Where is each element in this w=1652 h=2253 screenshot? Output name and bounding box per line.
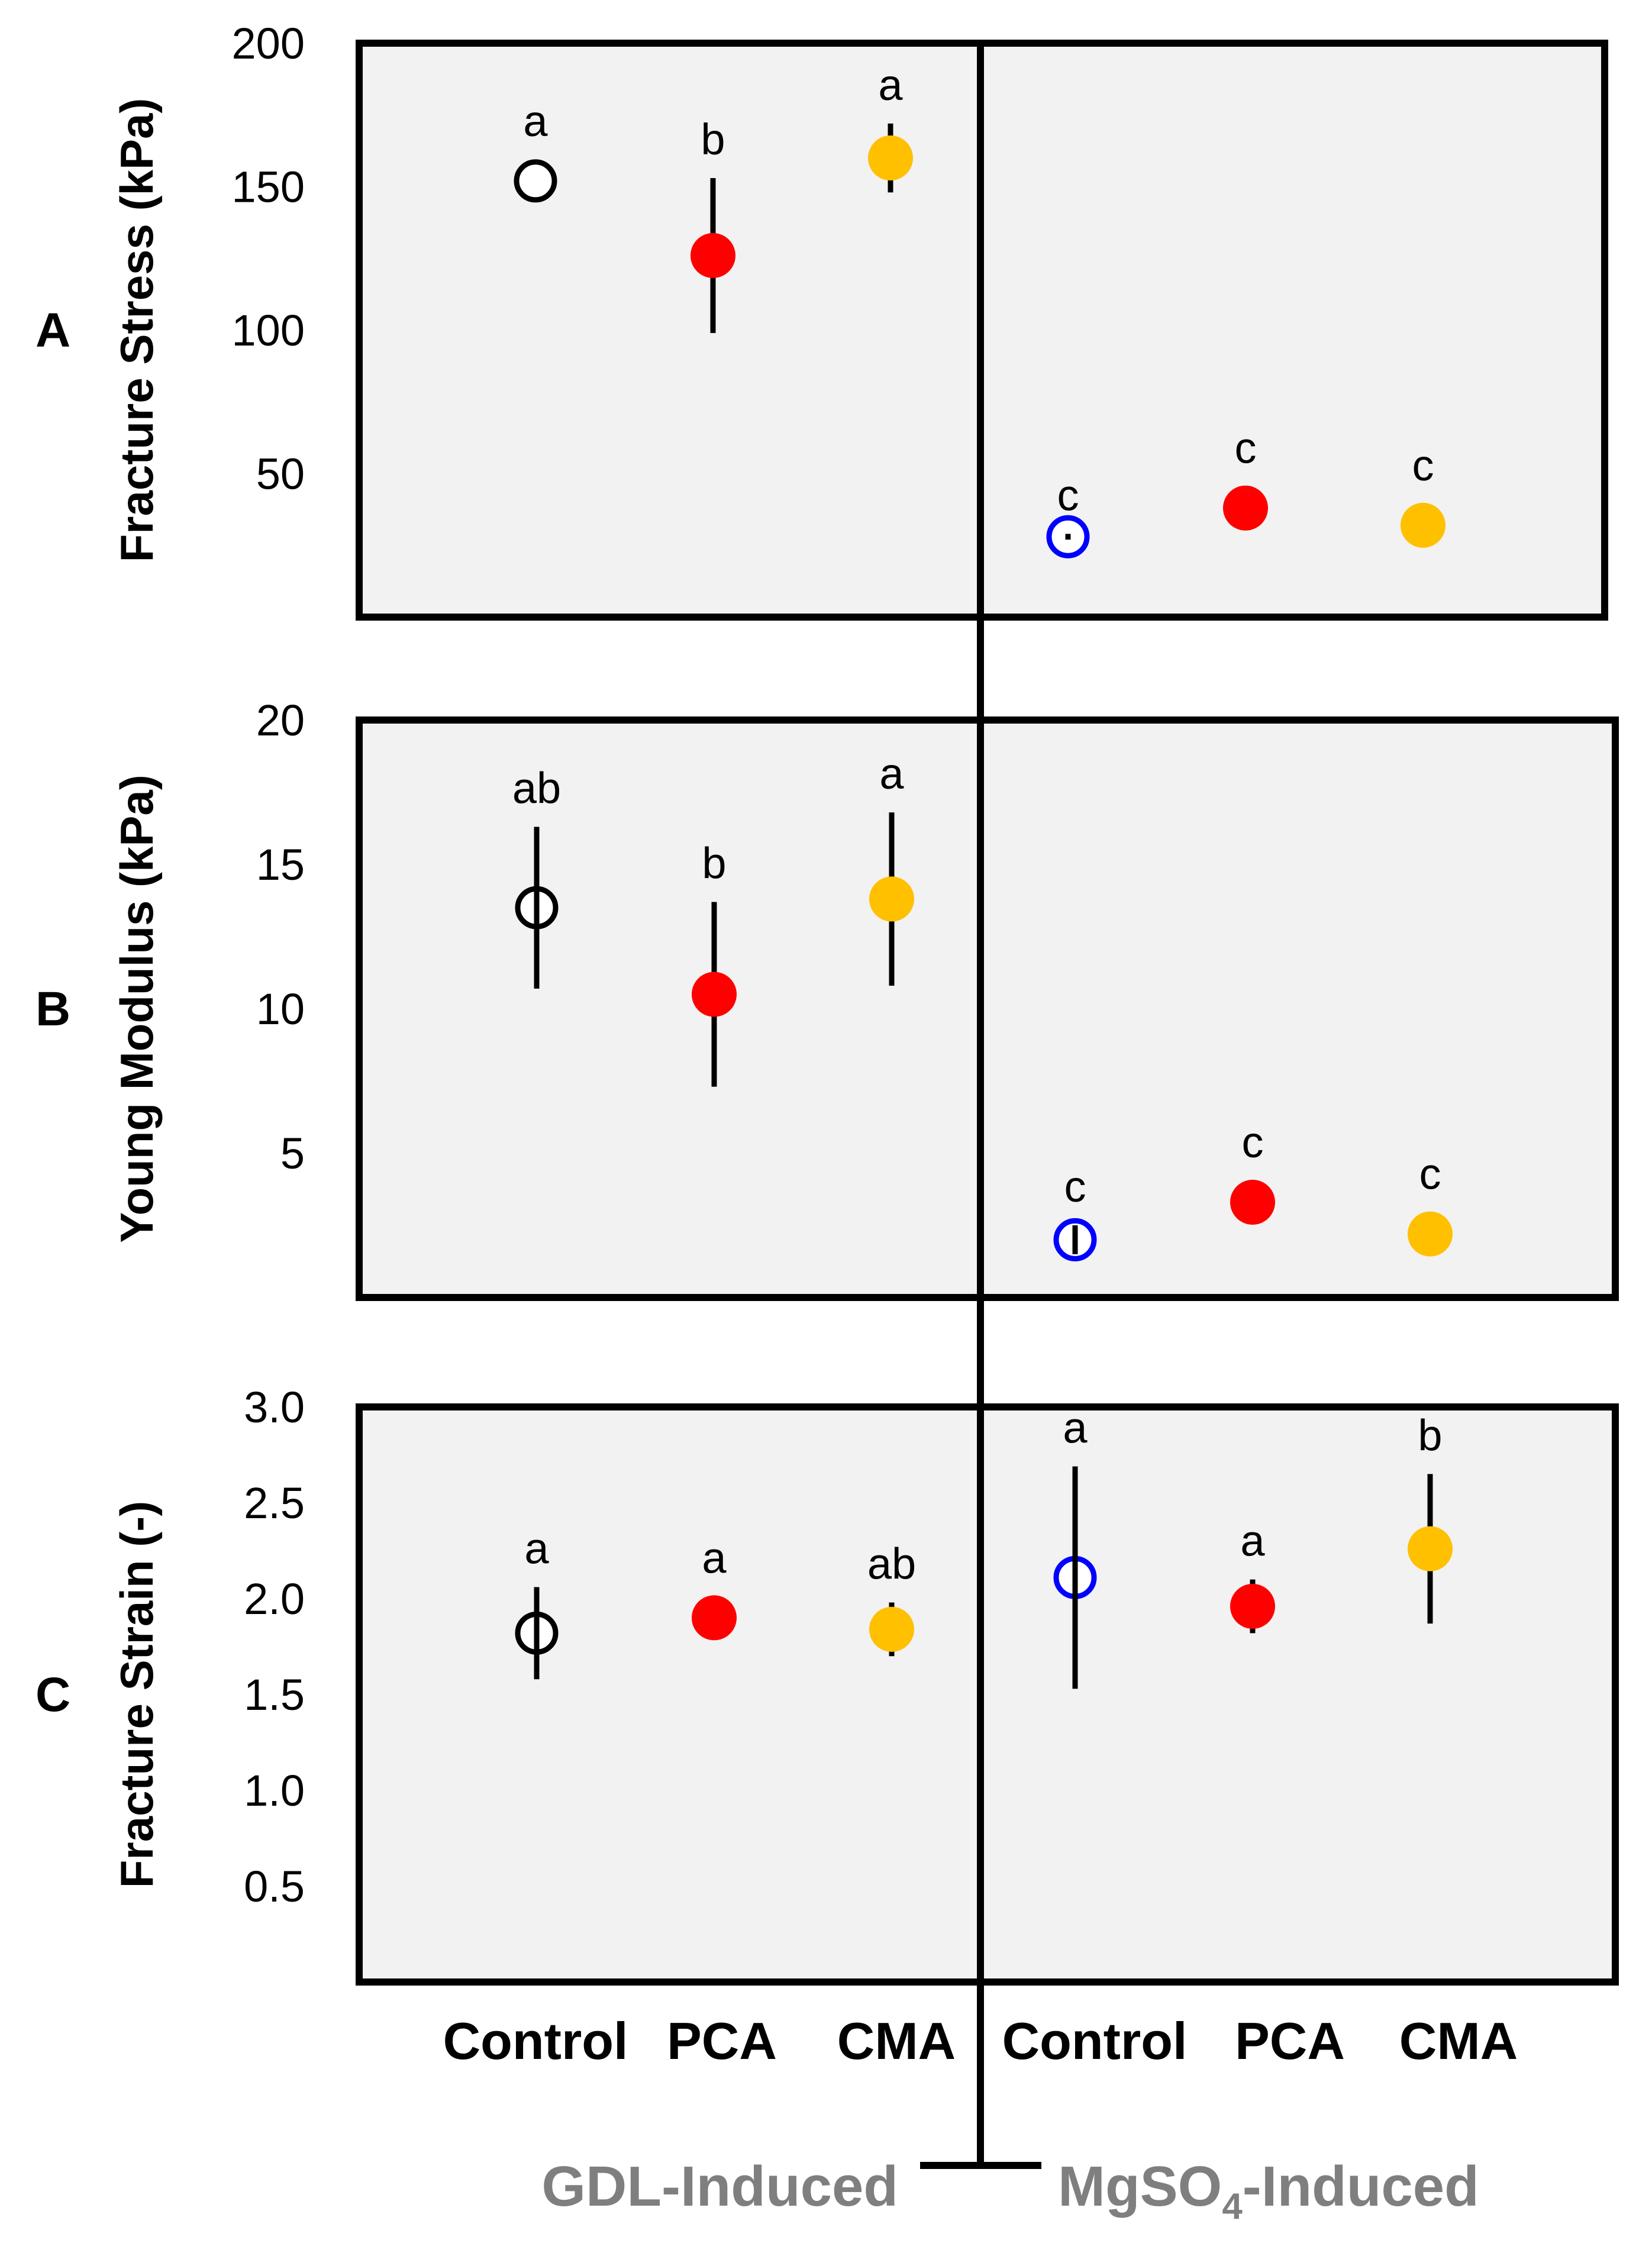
plot-area [356,1403,1619,1986]
y-tick-label: 1.0 [244,1766,305,1815]
y-tick-label: 1.5 [244,1670,305,1719]
plot-area [356,716,1619,1301]
marker-filled [691,233,735,278]
y-axis-label: Fracture Stress (kPa) [111,98,163,563]
data-point: c [1046,470,1090,559]
data-point: c [1223,424,1268,531]
y-tick-label: 10 [256,985,305,1034]
data-point: a [515,1524,559,1680]
category-label: CMA [1399,2012,1518,2070]
data-point: c [1408,1150,1453,1257]
significance-letter: a [879,749,904,798]
significance-letter: a [1063,1403,1088,1452]
y-axis-label: Fracture Strain (-) [111,1501,163,1888]
y-tick-label: 0.5 [244,1862,305,1911]
significance-letter: a [702,1533,727,1582]
data-point: a [1230,1516,1275,1634]
group-label-gdl: GDL-Induced [541,2155,898,2218]
significance-letter: b [701,115,725,164]
marker-filled [1223,485,1268,531]
significance-letter: c [1419,1150,1441,1199]
marker-filled [1408,1211,1453,1257]
marker-filled [1401,502,1446,548]
data-point: a [692,1533,737,1641]
significance-letter: c [1235,424,1257,473]
significance-letter: ab [512,764,561,813]
significance-letter: ab [867,1539,916,1588]
significance-letter: b [1418,1410,1442,1460]
y-tick-label: 200 [232,19,305,68]
panel-letter: C [36,1668,70,1722]
data-point: b [691,115,735,333]
significance-letter: c [1057,470,1079,519]
group-labels: GDL-Induced MgSO4-Induced [541,2155,1479,2227]
data-point: b [1408,1410,1453,1624]
category-labels: Control PCA CMA Control PCA CMA [443,2012,1518,2070]
y-tick-label: 100 [232,306,305,355]
panel-c: C Fracture Strain (-) 0.5 1.0 1.5 2.0 2.5 3.0 a a… [36,1383,1619,1986]
y-tick-label: 5 [280,1129,305,1178]
significance-letter: a [1240,1516,1265,1566]
significance-letter: c [1242,1118,1264,1167]
marker-filled [868,135,913,180]
y-tick-label: 2.0 [244,1574,305,1623]
data-point: ab [512,764,561,989]
group-label-mgso4: MgSO4-Induced [1058,2155,1479,2227]
data-point: c [1230,1118,1275,1225]
significance-letter: a [524,1524,549,1573]
y-tick-label: 20 [256,696,305,745]
significance-letter: c [1064,1162,1086,1211]
significance-letter: b [702,838,726,887]
significance-letter: a [523,96,548,146]
category-label: Control [1002,2012,1188,2070]
marker-filled [1230,1179,1275,1225]
data-point: a [1053,1403,1097,1689]
panel-b: B Young Modulus (kPa) 5 10 15 20 ab b a c c c [36,696,1619,1301]
y-tick-label: 50 [256,450,305,499]
y-tick-label: 3.0 [244,1383,305,1432]
y-tick-label: 15 [256,840,305,889]
marker-filled [1408,1526,1453,1571]
significance-letter: c [1412,441,1434,490]
marker-filled [869,1606,914,1652]
group-label-mgso4-prefix: MgSO [1058,2155,1222,2218]
category-label: Control [443,2012,628,2070]
marker-filled [869,876,914,922]
category-label: CMA [837,2012,956,2070]
group-label-mgso4-subscript: 4 [1222,2186,1243,2227]
panel-letter: A [36,304,70,357]
y-tick-label: 2.5 [244,1479,305,1528]
data-point: b [692,838,737,1087]
data-point: c [1401,441,1446,548]
data-point: a [868,60,913,193]
y-axis-label: Young Modulus (kPa) [111,774,163,1243]
group-label-mgso4-suffix: -Induced [1243,2155,1479,2218]
y-tick-label: 150 [232,163,305,212]
panel-letter: B [36,982,70,1036]
significance-letter: a [878,60,903,109]
data-point: c [1053,1162,1097,1261]
data-point: a [514,96,557,203]
marker-filled [692,1595,737,1641]
marker-open [514,159,557,203]
data-point: a [869,749,914,986]
group-divider [920,43,1041,2169]
marker-filled [692,971,737,1017]
category-label: PCA [1235,2012,1345,2070]
marker-filled [1230,1583,1275,1629]
category-label: PCA [667,2012,777,2070]
data-point: ab [867,1539,916,1657]
panel-a: A Fracture Stress (kPa) 50 100 150 200 a b a c c c [36,19,1608,621]
